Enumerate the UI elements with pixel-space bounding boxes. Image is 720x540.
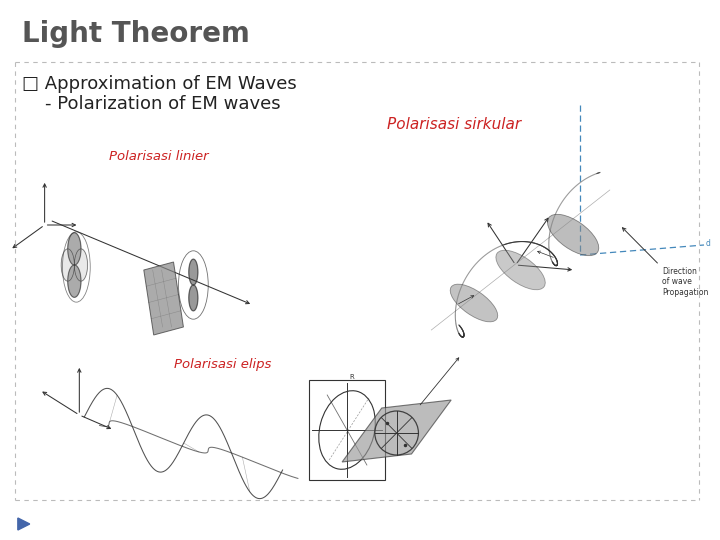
Ellipse shape bbox=[450, 284, 498, 322]
Polygon shape bbox=[342, 400, 451, 462]
Text: Direction
of wave
Propagation: Direction of wave Propagation bbox=[662, 267, 708, 297]
Text: □ Approximation of EM Waves: □ Approximation of EM Waves bbox=[22, 75, 297, 93]
Text: Light Theorem: Light Theorem bbox=[22, 20, 250, 48]
Polygon shape bbox=[68, 233, 81, 298]
Ellipse shape bbox=[496, 250, 545, 290]
Polygon shape bbox=[18, 518, 30, 530]
Text: - Polarization of EM waves: - Polarization of EM waves bbox=[22, 95, 280, 113]
Text: Polarisasi elips: Polarisasi elips bbox=[174, 358, 271, 371]
Bar bbox=[310, 380, 384, 480]
Text: R: R bbox=[349, 374, 354, 380]
Polygon shape bbox=[189, 259, 198, 311]
Text: Polarisasi linier: Polarisasi linier bbox=[109, 150, 209, 163]
Polygon shape bbox=[61, 249, 88, 281]
Ellipse shape bbox=[547, 214, 599, 255]
Polygon shape bbox=[144, 262, 184, 335]
Text: d: d bbox=[706, 239, 711, 247]
Text: Polarisasi sirkular: Polarisasi sirkular bbox=[387, 117, 521, 132]
